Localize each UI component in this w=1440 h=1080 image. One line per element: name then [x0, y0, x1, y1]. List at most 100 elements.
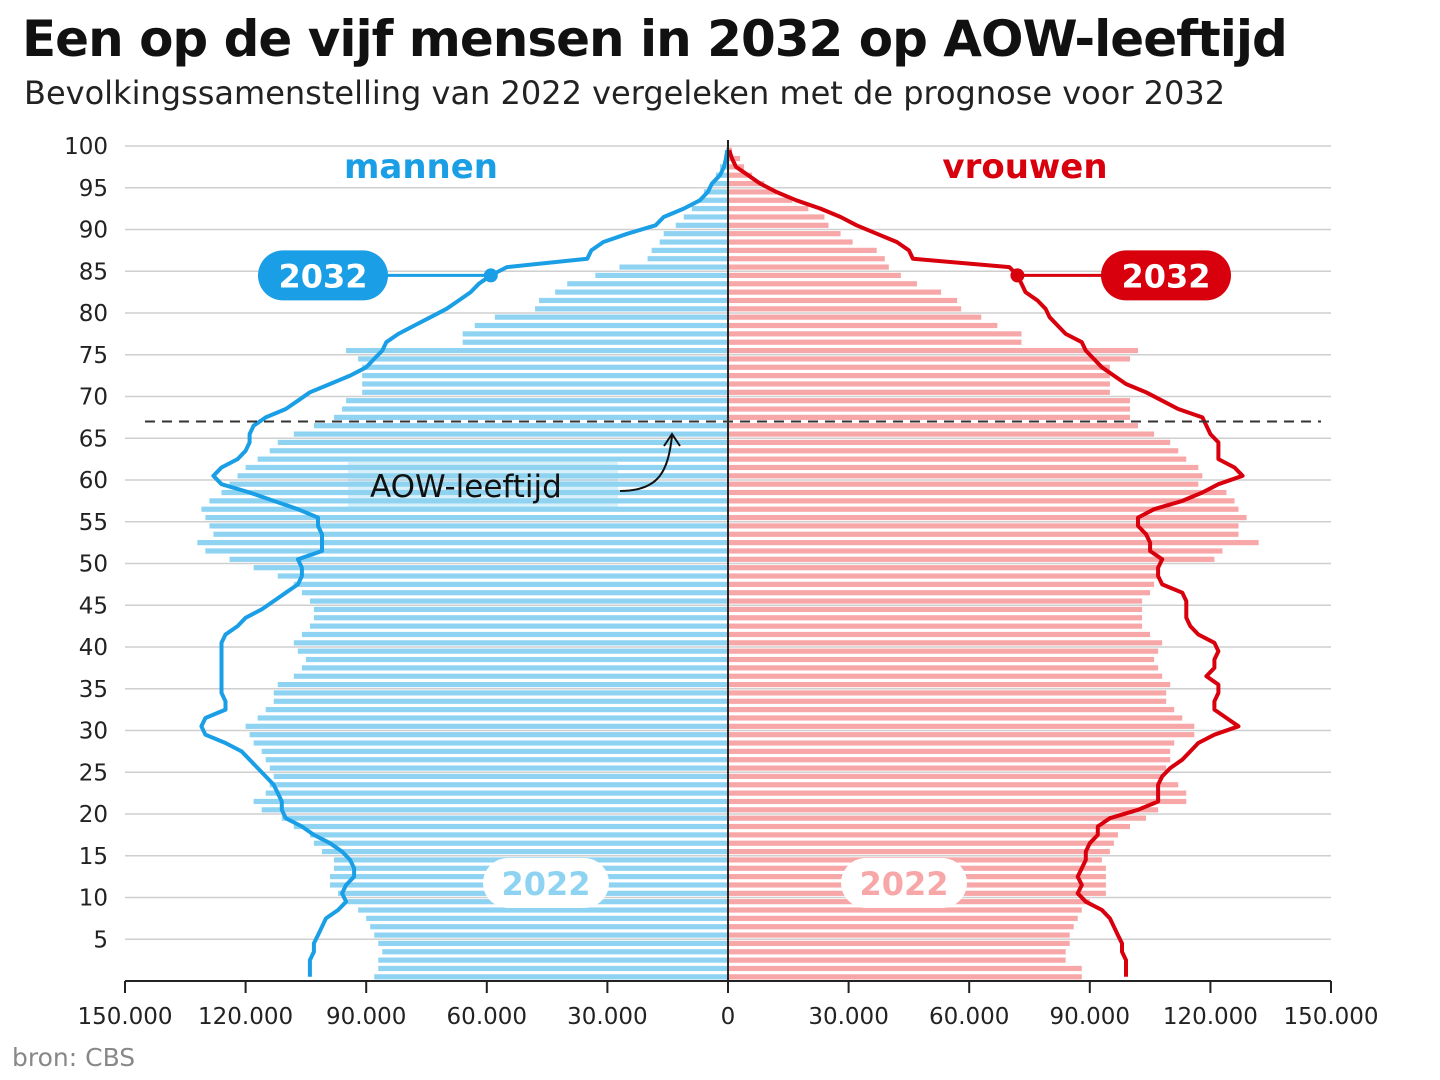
bar-female-2022	[728, 773, 1163, 780]
bar-female-2022	[728, 924, 1074, 930]
bar-female-2022	[728, 640, 1163, 646]
bar-male-2022	[309, 598, 728, 604]
bar-male-2022	[309, 623, 728, 629]
bar-male-2022	[209, 523, 729, 529]
y-tick-label: 45	[79, 593, 108, 619]
female-2022-pill	[841, 858, 967, 908]
chart-title: Een op de vijf mensen in 2032 op AOW-lee…	[22, 10, 1288, 68]
axis-layer: 5 10 15 20 25 30 35 40 45 50 55 60 65 70 75 80 85 90 95 100…	[64, 134, 1378, 1030]
bar-female-2022	[728, 306, 962, 312]
bar-female-2022	[728, 748, 1171, 754]
y-tick-label: 60	[79, 468, 108, 494]
bar-male-2022	[378, 965, 728, 972]
bar-male-2022	[277, 573, 728, 579]
bar-male-2022	[699, 197, 728, 203]
bar-female-2022	[728, 798, 1187, 805]
bar-female-2022	[728, 406, 1130, 412]
line-layer	[199, 149, 1245, 977]
bar-male-2022	[462, 339, 728, 345]
male-2022-pill	[483, 858, 609, 908]
bar-male-2022	[293, 581, 728, 587]
bar-male-2022	[378, 940, 728, 947]
bar-female-2022	[728, 823, 1130, 830]
y-tick-label: 35	[79, 677, 108, 703]
bar-male-2022	[567, 281, 728, 287]
bar-male-2022	[205, 548, 728, 554]
x-tick-label: 30.000	[808, 1004, 888, 1030]
bar-female-2022	[728, 815, 1147, 821]
bar-female-2022	[728, 631, 1151, 638]
bar-male-2022	[253, 565, 728, 571]
bar-male-2022	[362, 389, 728, 395]
bar-male-2022	[269, 782, 728, 788]
bar-male-2022	[265, 790, 728, 796]
bar-male-2022	[703, 189, 728, 195]
bar-female-2022	[728, 356, 1130, 362]
bar-male-2022	[675, 222, 728, 228]
bar-female-2022	[728, 289, 942, 295]
bar-male-2022	[462, 331, 728, 337]
bar-female-2022	[728, 206, 809, 212]
bar-male-2022	[301, 590, 728, 596]
bar-male-2022	[229, 481, 728, 487]
bar-female-2022	[728, 698, 1167, 704]
bar-female-2022	[728, 448, 1179, 454]
male-2022-pill-label: 2022	[501, 865, 590, 903]
bar-male-2022	[313, 840, 728, 846]
bar-male-2022	[358, 907, 728, 913]
bar-female-2022	[728, 957, 1066, 963]
bar-female-2022	[728, 623, 1143, 629]
bar-male-2022	[261, 748, 728, 754]
chart-subtitle: Bevolkingssamenstelling van 2022 vergele…	[24, 74, 1226, 112]
bar-male-2022	[313, 423, 728, 429]
bar-male-2022	[683, 214, 728, 220]
bar-male-2022	[346, 398, 728, 404]
bar-male-2022	[321, 848, 728, 855]
female-2032-dot	[1010, 268, 1025, 283]
bar-female-2022	[728, 940, 1070, 947]
female-2022-pill-label: 2022	[859, 865, 948, 903]
bar-male-2022	[346, 347, 728, 354]
bar-female-2022	[728, 723, 1195, 729]
y-tick-label: 70	[79, 385, 108, 411]
bar-female-2022	[728, 456, 1187, 462]
bar-male-2022	[269, 448, 728, 454]
y-tick-label: 10	[79, 886, 108, 912]
aow-label: AOW-leeftijd	[370, 469, 562, 505]
bar-female-2022	[728, 598, 1143, 604]
bar-female-2022	[728, 473, 1203, 479]
male-2032-dot	[483, 268, 498, 283]
male-2032-pill	[258, 250, 388, 301]
y-tick-label: 55	[79, 510, 108, 536]
bar-female-2022	[728, 915, 1078, 921]
bar-male-2022	[358, 356, 728, 362]
bar-male-2022	[334, 414, 728, 420]
bar-female-2022	[728, 247, 877, 253]
bar-female-2022	[728, 423, 1139, 429]
bar-female-2022	[728, 214, 825, 220]
bar-male-2022	[281, 815, 728, 821]
bar-female-2022	[728, 180, 765, 187]
x-tick-label: 150.000	[77, 1004, 172, 1030]
bar-female-2022	[728, 965, 1082, 972]
bar-male-2022	[539, 297, 728, 304]
bar-female-2022	[728, 707, 1175, 713]
bar-female-2022	[728, 673, 1163, 679]
bar-female-2022	[728, 197, 793, 203]
bar-female-2022	[728, 681, 1171, 688]
bar-male-2022	[691, 206, 728, 212]
bar-female-2022	[728, 648, 1159, 654]
bar-male-2022	[374, 932, 728, 938]
bar-male-2022	[370, 924, 728, 930]
x-tick-label: 150.000	[1283, 1004, 1378, 1030]
bar-female-2022	[728, 523, 1239, 529]
bar-male-2022	[362, 364, 728, 370]
y-tick-label: 30	[79, 719, 108, 745]
bar-male-2022	[293, 640, 728, 646]
bar-female-2022	[728, 272, 901, 279]
y-tick-label: 20	[79, 802, 108, 828]
bar-female-2022	[728, 256, 885, 262]
source-note: bron: CBS	[12, 1043, 136, 1072]
bar-male-2022	[293, 673, 728, 679]
